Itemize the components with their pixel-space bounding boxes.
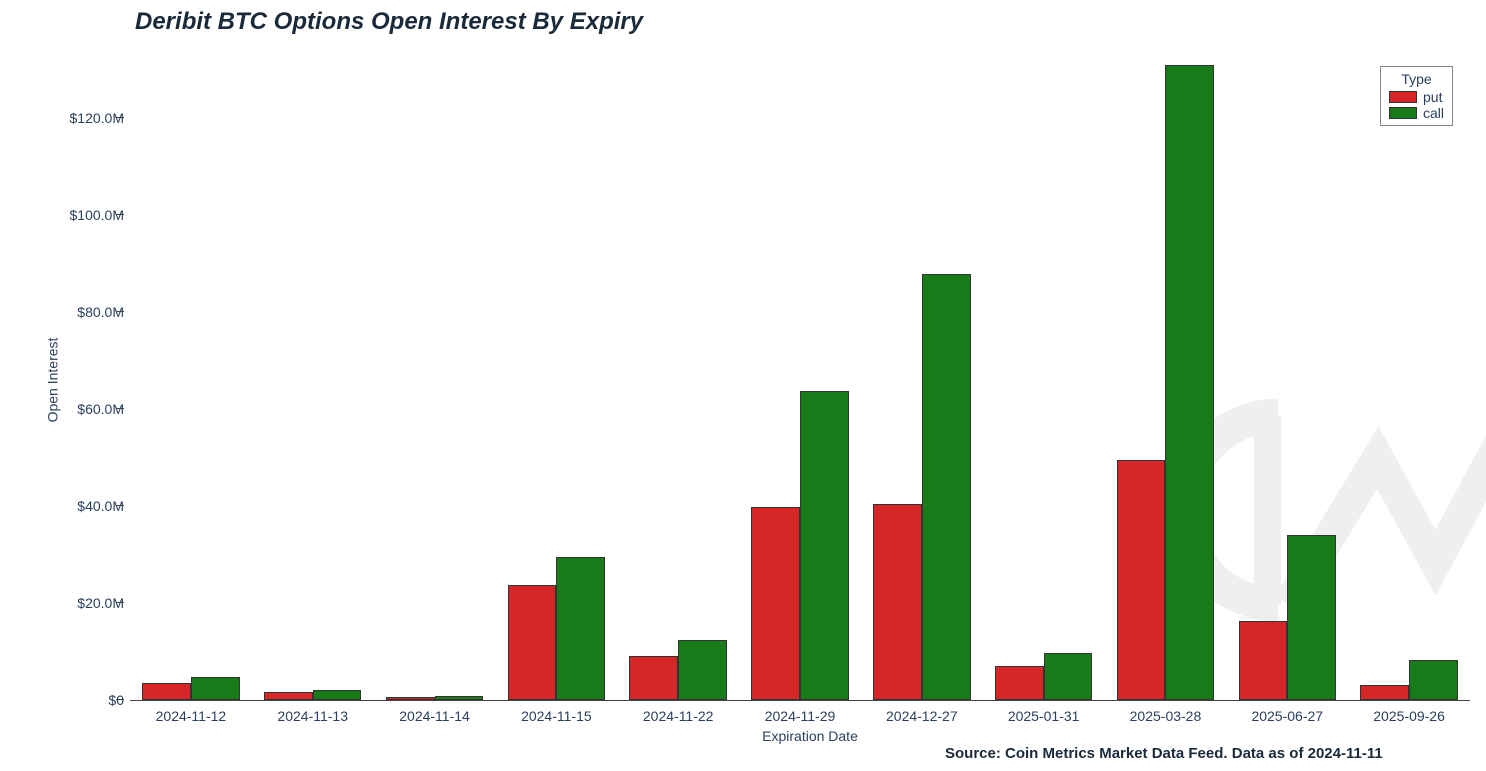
x-tick-label: 2024-11-14 <box>399 700 470 724</box>
bar-call <box>1287 535 1336 700</box>
y-tick-mark <box>116 117 124 118</box>
bar-put <box>264 692 313 700</box>
y-tick-label: $100.0M <box>70 207 130 223</box>
legend-title: Type <box>1389 71 1444 87</box>
bar-put <box>995 666 1044 700</box>
bar-call <box>556 557 605 700</box>
y-tick-label: $60.0M <box>77 401 130 417</box>
x-tick-label: 2024-11-15 <box>521 700 592 724</box>
bar-put <box>508 585 557 700</box>
legend-label: put <box>1423 89 1442 105</box>
bar-call <box>922 274 971 700</box>
bar-put <box>1360 685 1409 701</box>
bar-put <box>142 683 191 700</box>
bar-put <box>1239 621 1288 700</box>
y-tick-label: $80.0M <box>77 304 130 320</box>
y-tick-label: $20.0M <box>77 595 130 611</box>
x-tick-label: 2024-11-12 <box>156 700 227 724</box>
bar-put <box>629 656 678 700</box>
x-tick-label: 2025-09-26 <box>1373 700 1445 724</box>
y-tick-label: $0 <box>108 692 130 708</box>
legend-item: put <box>1389 89 1444 105</box>
legend-swatch <box>1389 107 1417 119</box>
y-tick-mark <box>116 408 124 409</box>
bar-call <box>678 640 727 700</box>
x-tick-label: 2024-11-22 <box>643 700 714 724</box>
x-tick-label: 2025-03-28 <box>1130 700 1202 724</box>
bar-put <box>751 507 800 700</box>
y-tick-mark <box>116 602 124 603</box>
bar-call <box>313 690 362 700</box>
y-tick-mark <box>116 699 124 700</box>
x-tick-label: 2025-01-31 <box>1008 700 1080 724</box>
y-tick-mark <box>116 214 124 215</box>
y-tick-label: $120.0M <box>70 110 130 126</box>
bar-call <box>435 696 484 700</box>
chart-container: Deribit BTC Options Open Interest By Exp… <box>0 0 1486 771</box>
y-tick-label: $40.0M <box>77 498 130 514</box>
x-tick-label: 2025-06-27 <box>1251 700 1323 724</box>
x-axis-label: Expiration Date <box>740 728 880 744</box>
x-tick-label: 2024-11-13 <box>277 700 348 724</box>
x-tick-label: 2024-12-27 <box>886 700 958 724</box>
bar-call <box>191 677 240 700</box>
y-tick-mark <box>116 505 124 506</box>
y-tick-mark <box>116 311 124 312</box>
bar-put <box>873 504 922 700</box>
bar-call <box>1165 65 1214 700</box>
chart-title: Deribit BTC Options Open Interest By Exp… <box>135 8 643 36</box>
bar-call <box>1044 653 1093 701</box>
source-note: Source: Coin Metrics Market Data Feed. D… <box>945 745 1383 762</box>
bar-call <box>1409 660 1458 700</box>
legend-label: call <box>1423 105 1444 121</box>
x-tick-label: 2024-11-29 <box>765 700 836 724</box>
plot-area: $0$20.0M$40.0M$60.0M$80.0M$100.0M$120.0M… <box>130 60 1470 700</box>
bar-put <box>386 697 435 700</box>
legend: Type putcall <box>1380 66 1453 126</box>
y-axis-label: Open Interest <box>44 338 60 423</box>
legend-swatch <box>1389 91 1417 103</box>
legend-item: call <box>1389 105 1444 121</box>
bar-call <box>800 391 849 700</box>
bar-put <box>1117 460 1166 700</box>
